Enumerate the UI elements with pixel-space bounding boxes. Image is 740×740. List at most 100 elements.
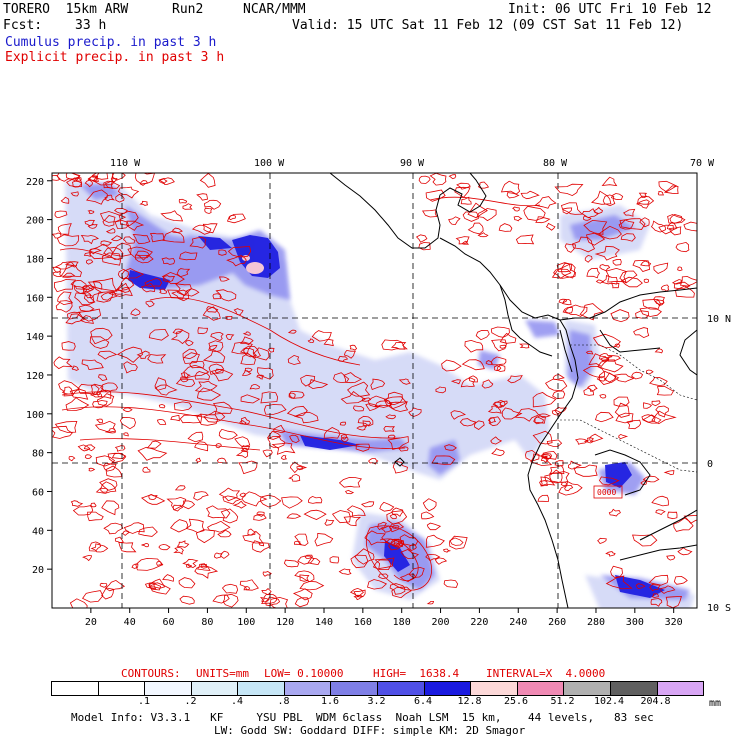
explicit-contour — [208, 363, 225, 375]
explicit-contour — [185, 518, 205, 533]
explicit-contour — [228, 215, 236, 221]
explicit-contour — [107, 452, 127, 464]
org-label: NCAR/MMM — [243, 2, 306, 17]
explicit-contour — [148, 582, 162, 591]
explicit-contour — [343, 349, 356, 359]
explicit-contour — [426, 522, 442, 531]
explicit-contour — [118, 210, 139, 226]
explicit-contour — [425, 553, 441, 562]
explicit-contour — [218, 249, 227, 256]
explicit-contour — [99, 582, 108, 588]
explicit-contour — [520, 190, 540, 200]
explicit-contour — [182, 203, 193, 210]
explicit-contour — [329, 556, 340, 564]
explicit-contour — [418, 242, 431, 251]
explicit-contour — [289, 434, 300, 444]
explicit-contour — [193, 491, 209, 501]
explicit-contour — [450, 410, 467, 420]
explicit-contour — [161, 257, 176, 265]
explicit-contour — [597, 225, 622, 240]
explicit-contour — [632, 259, 651, 272]
lon-label-80w: 80 W — [543, 158, 568, 169]
explicit-contour — [122, 530, 130, 536]
explicit-contour — [202, 306, 221, 321]
init-time: Init: 06 UTC Fri 10 Feb 12 — [508, 2, 712, 17]
explicit-contour — [103, 246, 124, 261]
explicit-contour — [638, 192, 648, 198]
explicit-contour — [281, 496, 303, 509]
explicit-contour — [333, 372, 350, 383]
explicit-contour — [71, 365, 79, 371]
explicit-contour — [619, 270, 638, 284]
explicit-contour — [650, 220, 666, 233]
contours-label: CONTOURS: — [121, 667, 181, 680]
explicit-contour — [490, 356, 507, 366]
explicit-contour — [213, 552, 223, 559]
explicit-contour — [288, 392, 296, 399]
explicit-contour — [207, 520, 231, 533]
colorbar-label: 6.4 — [413, 696, 433, 707]
valid-time: Valid: 15 UTC Sat 11 Feb 12 (09 CST Sat … — [292, 18, 684, 33]
explicit-contour — [70, 279, 88, 290]
colorbar-segment — [284, 682, 332, 695]
explicit-contour — [506, 192, 520, 199]
explicit-contour — [658, 180, 678, 193]
colorbar-segment — [145, 682, 192, 695]
explicit-contour — [297, 555, 315, 565]
explicit-contour — [610, 282, 620, 289]
explicit-contour — [89, 336, 110, 349]
explicit-contour — [88, 541, 102, 552]
explicit-contour — [422, 498, 437, 512]
cumulus-legend: Cumulus precip. in past 3 h — [5, 35, 217, 50]
explicit-contour — [581, 208, 599, 219]
explicit-contour — [311, 330, 332, 342]
explicit-contour — [477, 232, 489, 238]
explicit-contour — [119, 416, 136, 430]
explicit-contour — [675, 241, 690, 253]
explicit-contour — [408, 407, 422, 417]
explicit-contour — [116, 346, 143, 363]
explicit-contour — [186, 563, 193, 568]
explicit-contour — [641, 414, 656, 423]
explicit-contour — [86, 189, 108, 205]
colorbar-segment — [331, 682, 379, 695]
explicit-contour — [289, 461, 308, 474]
x-tick-label: 140 — [315, 617, 333, 628]
explicit-contour — [608, 508, 621, 517]
explicit-contour — [623, 208, 636, 217]
colorbar-segment — [471, 682, 518, 695]
explicit-contour — [147, 354, 167, 364]
explicit-contour — [196, 193, 208, 201]
explicit-contour — [380, 525, 393, 533]
explicit-contour — [620, 233, 636, 242]
explicit-contour — [552, 390, 566, 400]
explicit-contour — [173, 401, 193, 411]
explicit-contour — [239, 579, 259, 591]
explicit-contour — [365, 403, 381, 412]
explicit-contour — [552, 374, 565, 381]
colorbar-label: .4 — [230, 696, 244, 707]
explicit-contour — [635, 583, 646, 590]
explicit-contour — [409, 543, 417, 551]
explicit-contour — [146, 440, 162, 449]
x-tick-label: 60 — [163, 617, 175, 628]
explicit-contour — [54, 210, 68, 218]
explicit-contour — [651, 593, 659, 599]
explicit-contour — [599, 264, 611, 272]
explicit-contour — [115, 193, 125, 203]
explicit-contour — [206, 505, 231, 519]
explicit-contour — [398, 378, 411, 385]
explicit-contour — [227, 245, 252, 258]
explicit-contour — [501, 407, 523, 420]
explicit-contour — [663, 185, 679, 195]
explicit-contour — [584, 254, 593, 263]
explicit-contour — [154, 384, 178, 396]
explicit-contour — [99, 211, 127, 223]
explicit-contour — [96, 389, 112, 399]
explicit-contour — [615, 412, 634, 424]
borders — [560, 344, 697, 473]
explicit-contour — [492, 401, 503, 408]
explicit-contour — [183, 364, 210, 379]
explicit-contour — [415, 234, 428, 243]
explicit-contour — [88, 467, 96, 472]
